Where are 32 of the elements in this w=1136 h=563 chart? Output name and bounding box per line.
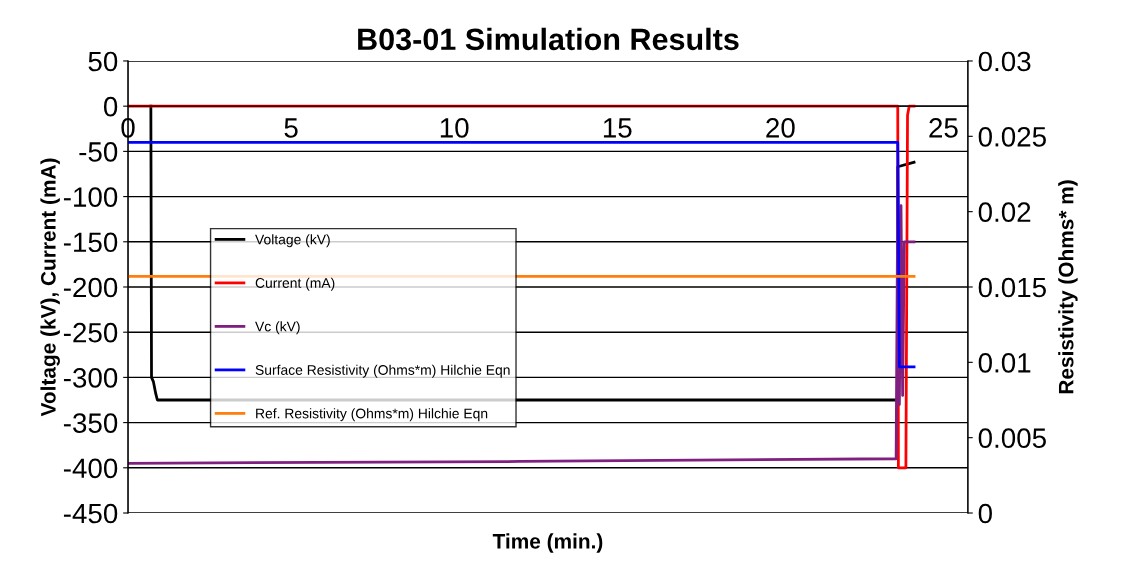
y2-tick-label: 0 (978, 503, 992, 524)
y-tick-label: 0 (103, 96, 118, 117)
y-tick-label: 50 (88, 51, 118, 72)
y-tick-label: -150 (63, 232, 118, 253)
y-tick-label: -50 (79, 142, 118, 162)
y2-tick-label: 0.015 (978, 277, 1046, 298)
chart-title: B03-01 Simulation Results (358, 27, 739, 51)
legend-label: Ref. Resistivity (Ohms*m) Hilchie Eqn (256, 408, 488, 422)
y2-tick-label: 0.02 (978, 202, 1031, 222)
y2-tick-label: 0.025 (978, 126, 1046, 147)
y2-tick-label: 0.03 (978, 51, 1031, 72)
y2-tick-label: 0.005 (978, 428, 1046, 449)
x-axis-title: Time (min.) (492, 533, 603, 553)
legend-label: Vc (kV) (255, 321, 300, 335)
x-tick-label: 5 (284, 118, 298, 138)
y-tick-label: -450 (63, 503, 118, 524)
y-tick-label: -200 (63, 277, 118, 298)
x-tick-label: 20 (766, 118, 795, 138)
y2-axis-title: Resistivity (Ohms* m) (1058, 180, 1078, 394)
legend-label: Surface Resistivity (Ohms*m) Hilchie Eqn (255, 364, 510, 378)
y-axis-title: Voltage (kV), Current (mA) (40, 158, 60, 417)
x-tick-label: 15 (603, 118, 632, 138)
y-tick-label: -100 (63, 187, 118, 207)
y-tick-label: -250 (63, 322, 118, 343)
x-tick-label: 25 (929, 118, 958, 138)
legend-label: Voltage (kV) (255, 234, 330, 248)
legend-label: Current (mA) (255, 277, 335, 291)
y-tick-label: -300 (63, 368, 118, 388)
y-tick-label: -350 (63, 413, 118, 433)
y-tick-label: -400 (63, 458, 118, 479)
y2-tick-label: 0.01 (978, 353, 1031, 373)
x-tick-label: 10 (440, 118, 469, 138)
